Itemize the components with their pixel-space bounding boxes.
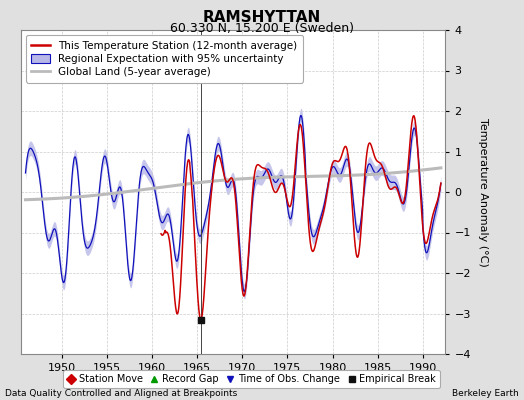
Text: 60.330 N, 15.200 E (Sweden): 60.330 N, 15.200 E (Sweden) [170,22,354,35]
Legend: Station Move, Record Gap, Time of Obs. Change, Empirical Break: Station Move, Record Gap, Time of Obs. C… [63,370,440,388]
Text: RAMSHYTTAN: RAMSHYTTAN [203,10,321,25]
Text: Data Quality Controlled and Aligned at Breakpoints: Data Quality Controlled and Aligned at B… [5,389,237,398]
Legend: This Temperature Station (12-month average), Regional Expectation with 95% uncer: This Temperature Station (12-month avera… [26,35,303,82]
Y-axis label: Temperature Anomaly (°C): Temperature Anomaly (°C) [477,118,488,266]
Text: Berkeley Earth: Berkeley Earth [452,389,519,398]
